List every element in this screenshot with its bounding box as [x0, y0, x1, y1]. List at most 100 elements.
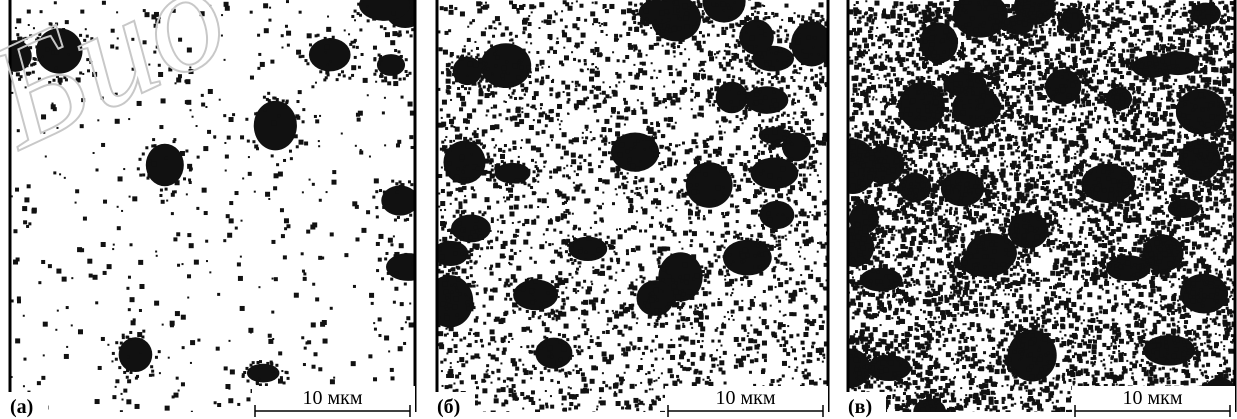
speck — [684, 336, 689, 341]
speck — [829, 138, 832, 141]
speck — [453, 251, 457, 255]
speck — [536, 51, 539, 54]
speck — [461, 85, 464, 88]
speck — [475, 260, 478, 263]
speck — [441, 141, 444, 144]
speck — [717, 255, 720, 258]
speck — [553, 229, 556, 232]
speck — [564, 151, 569, 156]
speck — [457, 135, 462, 140]
speck — [902, 267, 905, 270]
speck — [393, 24, 396, 27]
speck — [665, 28, 668, 31]
speck — [666, 43, 669, 46]
speck — [440, 361, 443, 364]
speck — [709, 354, 712, 357]
speck — [397, 216, 400, 219]
speck — [680, 335, 684, 339]
speck — [322, 320, 327, 325]
speck — [717, 301, 722, 306]
speck — [406, 31, 409, 34]
speck — [375, 81, 377, 83]
speck — [725, 293, 728, 296]
speck — [375, 190, 378, 193]
speck — [632, 286, 637, 291]
speck — [691, 327, 693, 329]
speck — [1087, 28, 1090, 31]
speck — [126, 336, 129, 339]
speck — [726, 269, 729, 272]
speck — [869, 143, 872, 146]
speck — [595, 71, 600, 76]
speck — [480, 2, 483, 5]
speck — [392, 11, 396, 15]
speck — [439, 248, 442, 251]
speck — [638, 347, 641, 350]
speck — [839, 390, 842, 393]
speck — [532, 294, 534, 296]
speck — [1215, 268, 1218, 271]
speck — [758, 124, 761, 127]
speck — [739, 101, 744, 106]
speck — [570, 387, 572, 389]
speck — [598, 272, 602, 276]
speck — [483, 305, 486, 308]
speck — [317, 34, 320, 37]
speck — [526, 371, 529, 374]
speck — [697, 340, 700, 343]
speck — [551, 280, 554, 283]
speck — [665, 225, 668, 228]
speck — [591, 283, 593, 285]
speck — [406, 74, 409, 77]
speck — [397, 140, 401, 144]
speck — [159, 125, 163, 129]
speck — [654, 188, 658, 192]
speck — [378, 334, 381, 337]
speck — [560, 156, 563, 159]
speck — [314, 352, 318, 356]
speck — [159, 372, 161, 374]
speck — [682, 323, 684, 325]
speck — [819, 348, 824, 353]
speck — [695, 145, 698, 148]
speck — [608, 142, 610, 144]
speck — [781, 336, 785, 340]
speck — [548, 66, 550, 68]
speck — [140, 352, 142, 354]
speck — [263, 109, 266, 112]
speck — [581, 33, 586, 38]
speck — [748, 0, 751, 1]
speck — [842, 229, 845, 232]
speck — [601, 258, 604, 261]
speck — [595, 187, 599, 191]
speck — [408, 72, 411, 75]
speck — [573, 58, 576, 61]
speck — [303, 272, 306, 275]
speck — [549, 87, 553, 91]
speck — [641, 207, 643, 209]
speck — [778, 326, 782, 330]
speck — [690, 90, 693, 93]
speck — [763, 33, 767, 37]
speck — [819, 19, 822, 22]
speck — [559, 231, 562, 234]
speck — [757, 233, 762, 238]
speck — [605, 384, 608, 387]
speck — [129, 331, 132, 334]
speck — [526, 104, 529, 107]
speck — [378, 234, 383, 239]
speck — [814, 148, 817, 151]
speck — [571, 153, 576, 158]
speck — [634, 192, 636, 194]
speck — [529, 257, 532, 260]
speck — [476, 47, 479, 50]
speck — [720, 2, 722, 4]
speck — [898, 132, 901, 135]
speck — [592, 306, 596, 310]
speck — [631, 307, 634, 310]
speck — [530, 351, 533, 354]
speck — [771, 268, 775, 272]
speck — [672, 152, 676, 156]
speck — [679, 52, 682, 55]
speck — [658, 377, 660, 379]
